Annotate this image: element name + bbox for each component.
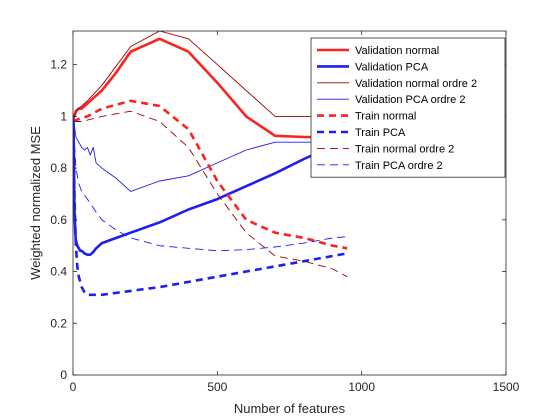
x-tick-label: 0 <box>70 380 77 394</box>
series-lines <box>73 31 348 297</box>
legend-entry-label: Train PCA ordre 2 <box>355 160 443 172</box>
y-tick-label: 0.4 <box>50 265 67 279</box>
legend-entry-label: Train normal ordre 2 <box>355 143 454 155</box>
legend-box <box>310 37 506 178</box>
y-tick-label: 0.2 <box>50 316 67 330</box>
legend-entry-label: Validation PCA ordre 2 <box>355 94 465 106</box>
legend-entry-label: Train PCA <box>355 127 406 139</box>
y-axis-ticks: 0 0.2 0.4 0.6 0.8 1 1.2 <box>50 58 506 382</box>
x-axis-ticks: 0 500 1000 1500 <box>70 31 520 394</box>
series-line-train-normal-ordre-2 <box>73 110 348 278</box>
y-tick-label: 1 <box>60 109 67 123</box>
series-line-validation-normal-ordre-2 <box>73 31 348 117</box>
x-axis-label: Number of features <box>234 401 346 416</box>
series-line-train-normal <box>73 99 348 250</box>
y-tick-label: 0 <box>60 368 67 382</box>
legend-entry-label: Validation PCA <box>355 61 429 73</box>
y-tick-label: 0.8 <box>50 161 67 175</box>
legend: Validation normal Validation PCA Validatio… <box>310 37 506 178</box>
y-tick-label: 0.6 <box>50 213 67 227</box>
x-tick-label: 500 <box>207 380 227 394</box>
legend-entry-label: Validation normal <box>355 45 439 57</box>
legend-entry-label: Train normal <box>355 111 416 123</box>
series-line-validation-pca-ordre-2 <box>73 116 348 192</box>
series-line-train-pca <box>73 118 348 297</box>
axes-box <box>72 30 507 376</box>
legend-entry-label: Validation normal ordre 2 <box>355 78 477 90</box>
y-axis-label: Weighted normalized MSE <box>28 126 43 280</box>
x-tick-label: 1500 <box>493 380 520 394</box>
y-tick-label: 1.2 <box>50 58 67 72</box>
x-tick-label: 1000 <box>348 380 375 394</box>
series-line-train-pca-ordre-2 <box>73 118 348 252</box>
series-line-validation-normal <box>73 37 348 139</box>
